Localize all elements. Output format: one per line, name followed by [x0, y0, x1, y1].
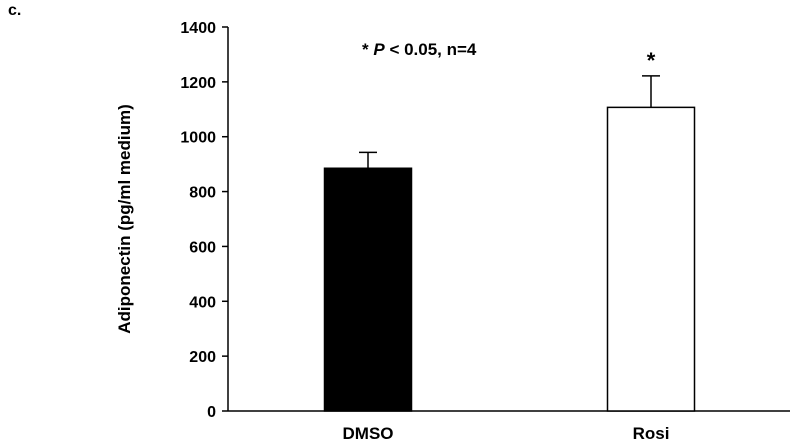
y-tick-label: 400: [189, 294, 216, 311]
y-tick-label: 200: [189, 349, 216, 366]
y-tick-label: 0: [207, 404, 216, 421]
y-tick-label: 1200: [180, 75, 216, 92]
y-axis-label: Adiponectin (pg/ml medium): [115, 104, 134, 334]
annotation-text: < 0.05, n=4: [389, 40, 477, 59]
significance-annotation: * P < 0.05, n=4: [362, 40, 476, 60]
annotation-p-symbol: P: [373, 40, 385, 59]
y-tick-label: 1400: [180, 20, 216, 37]
annotation-star: *: [362, 40, 369, 59]
y-tick-label: 600: [189, 239, 216, 256]
y-tick-label: 800: [189, 185, 216, 202]
x-tick-label: DMSO: [343, 424, 394, 443]
panel-label: c.: [8, 2, 22, 19]
y-tick-label: 1000: [180, 130, 216, 147]
significance-marker: *: [647, 48, 656, 73]
x-tick-label: Rosi: [633, 424, 670, 443]
bar-dmso: [323, 167, 413, 412]
bar-rosi: [606, 106, 696, 412]
